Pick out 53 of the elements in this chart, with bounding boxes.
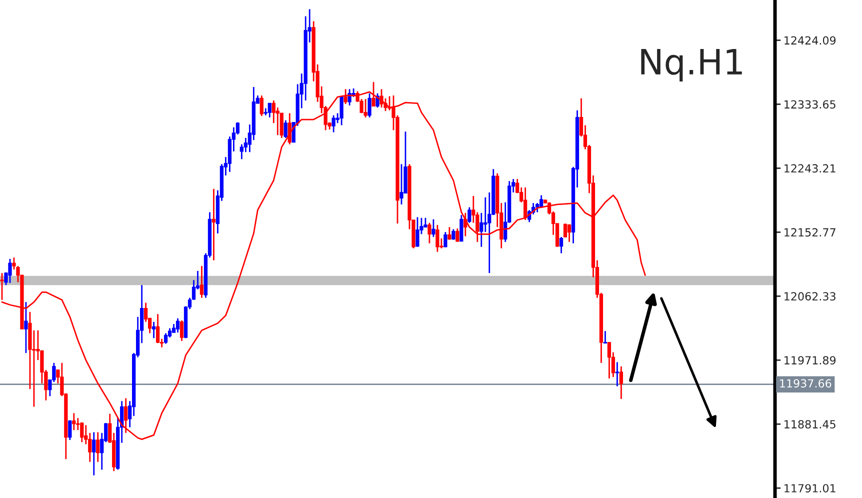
- candlestick: [332, 114, 336, 133]
- candlestick: [72, 412, 76, 431]
- candlestick: [460, 214, 464, 242]
- candlestick: [152, 321, 156, 339]
- candlestick: [619, 366, 624, 400]
- y-tick-label: 12062.33: [784, 292, 836, 301]
- candlestick: [80, 422, 84, 443]
- candlestick: [164, 332, 168, 344]
- candlestick: [284, 120, 288, 139]
- y-tick-label: 12424.09: [784, 36, 836, 45]
- candlestick: [448, 226, 452, 240]
- text: Nq.H1: [641, 49, 742, 82]
- candlestick: [8, 258, 12, 284]
- candlestick: [567, 224, 572, 243]
- candlestick: [24, 301, 28, 354]
- candlestick: [124, 398, 128, 434]
- candlestick: [348, 88, 352, 106]
- candlestick: [416, 216, 420, 248]
- candlestick: [180, 320, 184, 342]
- candlestick: [615, 361, 620, 387]
- candlestick: [452, 228, 456, 240]
- y-tick-label: 12333.65: [784, 100, 836, 109]
- candlestick: [364, 98, 368, 118]
- candlestick: [176, 318, 180, 334]
- candlestick: [96, 432, 100, 463]
- candlestick: [559, 236, 564, 254]
- ref-line-label: 11937.66: [780, 379, 832, 388]
- candlestick: [156, 313, 160, 344]
- candlestick: [200, 265, 204, 299]
- candlestick: [368, 92, 372, 118]
- y-tick-label: 12243.21: [784, 164, 836, 173]
- candlestick: [524, 186, 528, 221]
- candlestick: [92, 432, 96, 476]
- candlestick: [436, 224, 440, 253]
- candlestick: [268, 102, 272, 118]
- candlestick: [603, 330, 608, 344]
- candlestick: [456, 228, 460, 243]
- candlestick: [428, 222, 432, 244]
- y-tick-label: 11791.01: [784, 484, 836, 492]
- candlestick: [468, 206, 472, 224]
- candlestick: [535, 202, 540, 213]
- y-tick-label: 11881.45: [784, 420, 836, 428]
- candlestick: [68, 419, 72, 441]
- y-tick-label: 11971.89: [784, 356, 836, 365]
- candlestick: [444, 231, 448, 248]
- candlestick: [563, 222, 568, 238]
- candlestick: [260, 94, 264, 117]
- candlestick: [340, 96, 344, 126]
- y-tick-label: 12152.77: [784, 228, 836, 237]
- candlestick: [432, 218, 436, 238]
- candlestick: [400, 163, 404, 206]
- candlestick: [212, 188, 216, 262]
- candlestick: [607, 342, 612, 380]
